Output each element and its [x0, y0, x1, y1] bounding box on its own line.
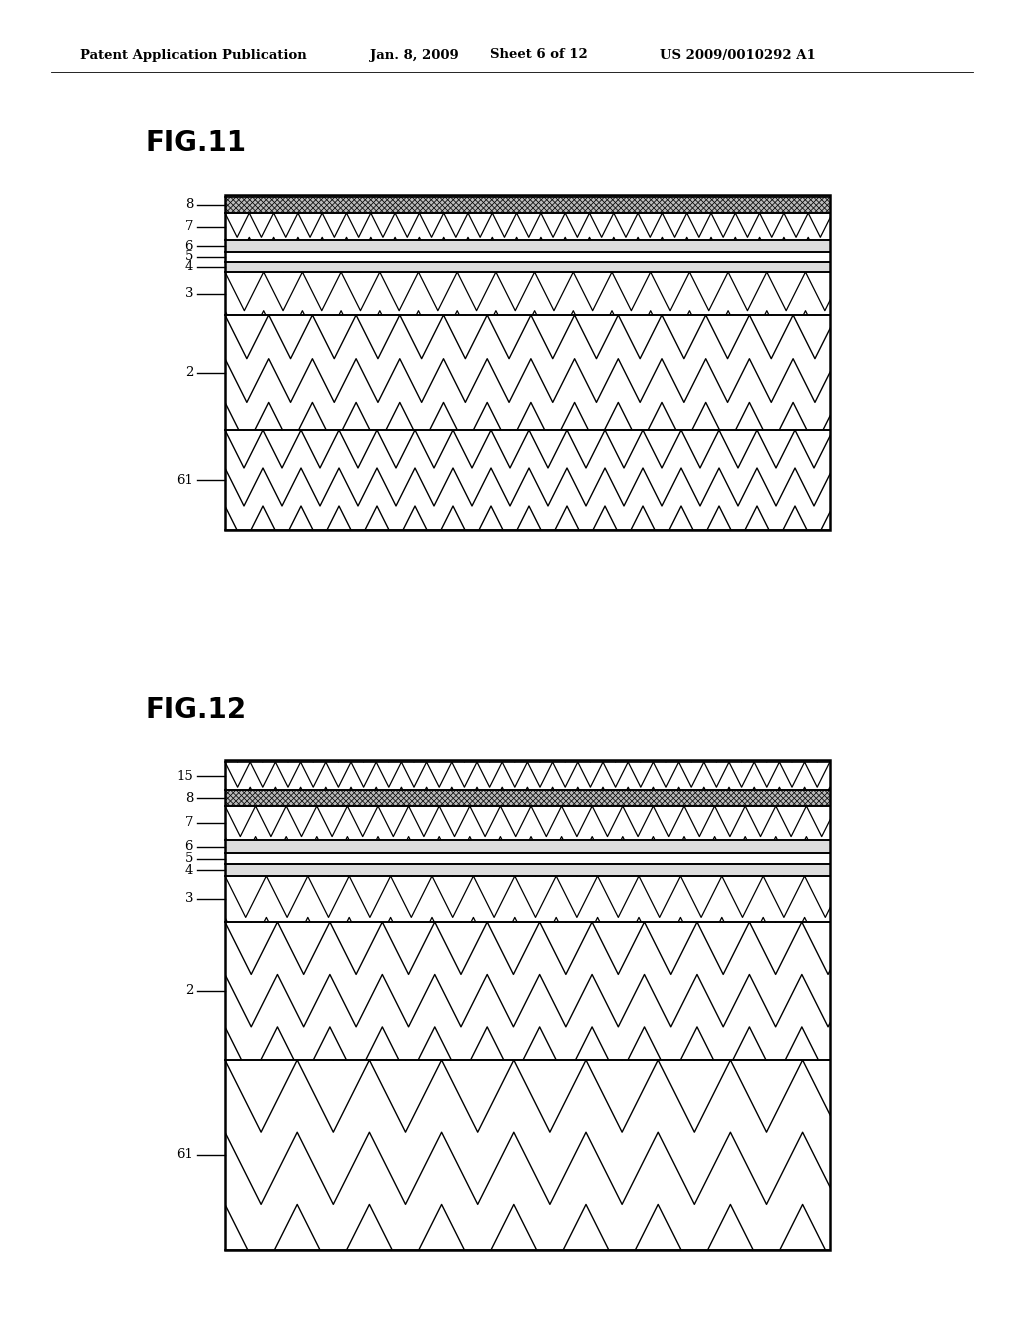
Bar — [225, 921, 830, 1060]
Text: FIG.12: FIG.12 — [145, 696, 246, 723]
Bar — [225, 762, 830, 789]
Bar — [225, 272, 830, 315]
Bar — [225, 760, 830, 1250]
Bar — [225, 197, 830, 213]
Text: 8: 8 — [184, 198, 193, 211]
Text: US 2009/0010292 A1: US 2009/0010292 A1 — [660, 49, 816, 62]
Text: Jan. 8, 2009: Jan. 8, 2009 — [370, 49, 459, 62]
Text: 5: 5 — [184, 251, 193, 264]
Bar — [225, 195, 830, 531]
Bar — [225, 1060, 830, 1250]
Bar — [225, 261, 830, 272]
Text: Patent Application Publication: Patent Application Publication — [80, 49, 307, 62]
Text: 6: 6 — [184, 840, 193, 853]
Bar — [225, 853, 830, 865]
Bar — [225, 840, 830, 853]
Text: 7: 7 — [184, 220, 193, 234]
Text: 6: 6 — [184, 239, 193, 252]
Text: 5: 5 — [184, 851, 193, 865]
Text: 2: 2 — [184, 985, 193, 998]
Text: Sheet 6 of 12: Sheet 6 of 12 — [490, 49, 588, 62]
Text: 4: 4 — [184, 863, 193, 876]
Bar — [225, 213, 830, 240]
Bar — [225, 876, 830, 921]
Bar — [225, 240, 830, 252]
Bar — [225, 430, 830, 531]
Text: 7: 7 — [184, 817, 193, 829]
Text: FIG.11: FIG.11 — [145, 129, 246, 157]
Text: 61: 61 — [176, 474, 193, 487]
Bar — [225, 789, 830, 807]
Text: 2: 2 — [184, 366, 193, 379]
Bar — [225, 760, 830, 1250]
Text: 3: 3 — [184, 286, 193, 300]
Bar — [225, 195, 830, 531]
Bar — [225, 865, 830, 876]
Bar — [225, 315, 830, 430]
Text: 8: 8 — [184, 792, 193, 804]
Text: 61: 61 — [176, 1148, 193, 1162]
Bar — [225, 252, 830, 261]
Bar — [225, 807, 830, 840]
Text: 3: 3 — [184, 892, 193, 906]
Text: 15: 15 — [176, 770, 193, 783]
Text: 4: 4 — [184, 260, 193, 273]
